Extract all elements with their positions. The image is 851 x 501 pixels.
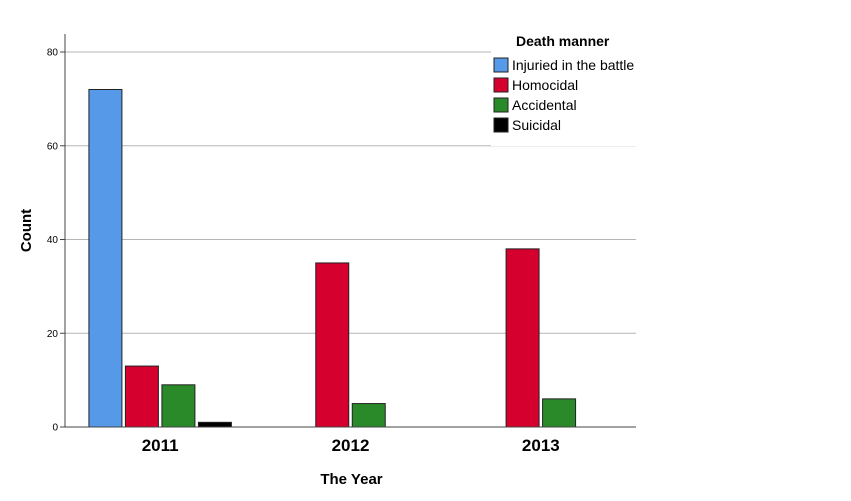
bar-2011-homocidal [124,365,159,428]
y-tick-label: 80 [47,48,59,59]
x-axis-category-labels: 2011 2012 2013 [142,436,560,455]
legend-label: Accidental [512,97,577,113]
legend-title: Death manner [516,33,610,49]
y-axis-ticks: 0 20 40 60 80 [47,48,65,434]
legend-label: Homocidal [512,77,578,93]
y-tick-label: 40 [47,235,59,246]
bar-2013-accidental [542,398,577,428]
bar-2011-injuried-in-the-battle [88,89,123,428]
bars [88,89,577,428]
legend-swatch [493,57,509,73]
y-tick-label: 0 [52,423,58,434]
legend-label: Suicidal [512,117,561,133]
bar-2012-accidental [351,403,386,428]
legend-items: Injuried in the battle Homocidal Accidenta… [493,57,634,133]
bar-2013-homocidal [505,248,540,428]
x-axis-title: The Year [320,471,382,488]
y-axis-title: Count [18,209,35,252]
x-category-label: 2013 [522,436,560,455]
y-tick-label: 60 [47,141,59,152]
y-tick-label: 20 [47,329,59,340]
legend: Death manner Injuried in the battle Homoc… [491,26,651,146]
legend-swatch [493,117,509,133]
bar-2012-homocidal [315,262,350,428]
legend-swatch [493,77,509,93]
legend-swatch [493,97,509,113]
legend-background [491,26,651,146]
x-category-label: 2012 [332,436,370,455]
bar-2011-accidental [161,384,196,428]
legend-label: Injuried in the battle [512,57,634,73]
x-category-label: 2011 [142,436,179,455]
bar-2011-suicidal [197,421,232,428]
